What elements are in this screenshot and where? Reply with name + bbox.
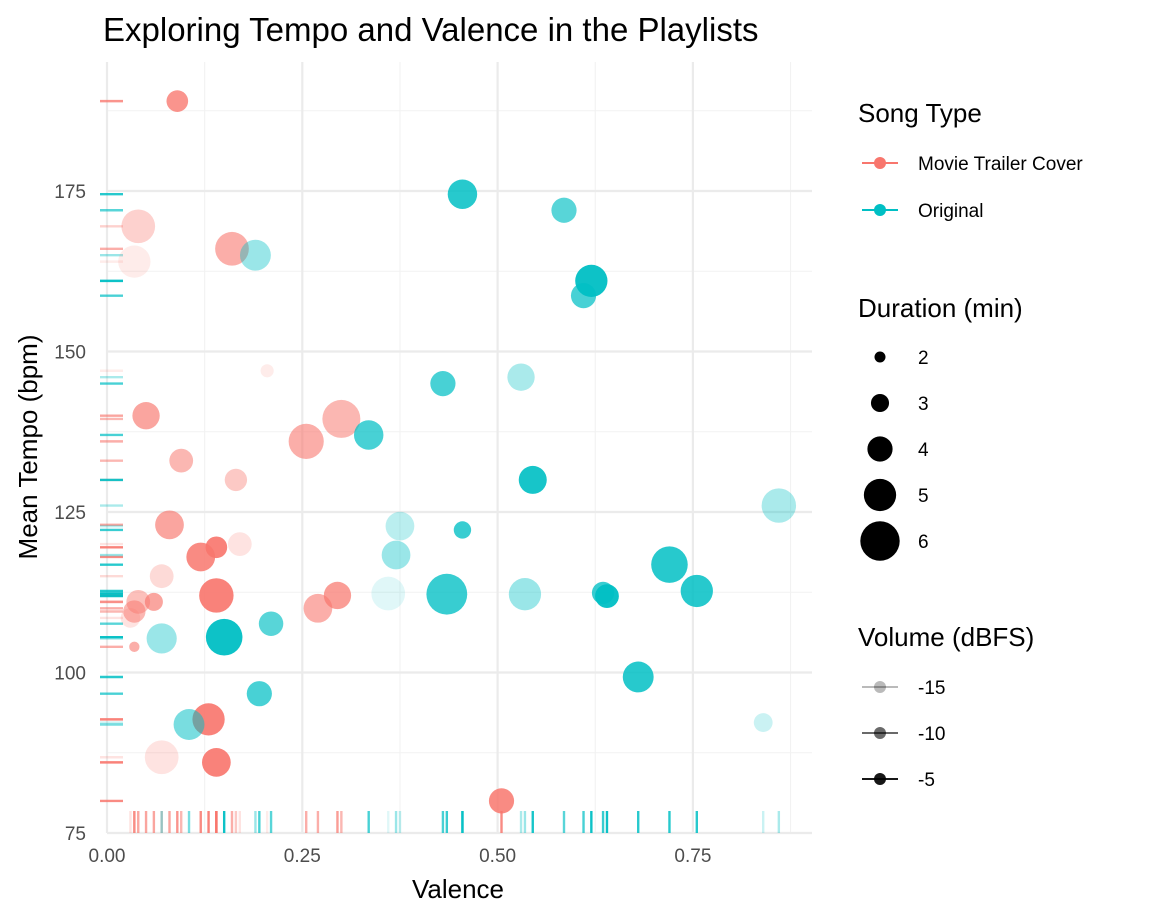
- legend-size-key: [860, 521, 900, 561]
- legend-label-duration: 2: [918, 348, 929, 369]
- y-tick-label: 100: [54, 664, 86, 685]
- data-point: [622, 661, 654, 693]
- data-point: [507, 363, 535, 391]
- legend-size-key: [867, 436, 893, 462]
- data-point: [288, 423, 324, 459]
- y-tick-label: 150: [54, 343, 86, 364]
- axis-ticks: 0.00 0.25 0.50 0.75 75 100 125 150 175: [54, 182, 711, 867]
- data-point: [205, 618, 243, 656]
- data-point: [508, 578, 542, 611]
- data-point: [155, 510, 184, 540]
- legend-label-song-type: Original: [918, 201, 983, 222]
- data-point: [303, 593, 333, 623]
- data-point: [239, 239, 271, 271]
- data-point: [199, 578, 234, 613]
- data-point: [166, 90, 189, 112]
- legend-title-volume: Volume (dBFS): [858, 622, 1034, 652]
- legend-alpha-key: [874, 681, 886, 693]
- data-point: [453, 521, 472, 539]
- data-point: [149, 564, 174, 589]
- data-point: [651, 546, 688, 583]
- y-axis-title: Mean Tempo (bpm): [13, 335, 43, 560]
- data-point: [551, 197, 577, 223]
- data-point: [246, 681, 272, 707]
- data-point: [488, 788, 515, 814]
- data-point: [144, 740, 179, 775]
- data-point: [353, 420, 384, 450]
- legend-size-key: [870, 393, 890, 413]
- data-point: [260, 364, 274, 378]
- chart-title: Exploring Tempo and Valence in the Playl…: [103, 11, 759, 48]
- data-point: [146, 623, 177, 654]
- data-point: [381, 540, 411, 570]
- legend-label-volume: -5: [918, 770, 935, 791]
- data-points: [118, 90, 797, 814]
- data-point: [680, 574, 713, 608]
- data-point: [186, 542, 216, 572]
- legend-title-song-type: Song Type: [858, 98, 982, 128]
- data-point: [129, 641, 140, 652]
- x-tick-label: 0.75: [674, 846, 711, 867]
- data-point: [258, 611, 284, 636]
- legend-key-point: [874, 157, 886, 169]
- legend-size-key: [874, 351, 886, 363]
- data-point: [426, 573, 468, 615]
- y-tick-label: 125: [54, 503, 86, 524]
- legend-label-volume: -15: [918, 678, 945, 699]
- x-tick-label: 0.00: [89, 846, 126, 867]
- data-point: [447, 179, 478, 209]
- data-point: [132, 402, 160, 430]
- data-point: [173, 709, 205, 740]
- legend-label-volume: -10: [918, 724, 945, 745]
- data-point: [123, 600, 146, 623]
- data-point: [430, 371, 456, 397]
- data-point: [201, 748, 231, 777]
- legend-key-point: [874, 204, 886, 216]
- x-tick-label: 0.25: [284, 846, 321, 867]
- legend-label-duration: 6: [918, 532, 929, 553]
- data-point: [121, 209, 156, 244]
- data-point: [224, 468, 248, 492]
- legend: Song Type Movie Trailer Cover Original Dura…: [858, 98, 1083, 791]
- rug-marks: [100, 99, 781, 833]
- data-point: [570, 283, 597, 309]
- data-point: [227, 532, 252, 556]
- y-tick-label: 175: [54, 182, 86, 203]
- data-point: [215, 231, 249, 266]
- data-point: [322, 399, 361, 438]
- data-point: [518, 465, 547, 494]
- x-tick-label: 0.50: [479, 846, 516, 867]
- legend-alpha-key: [874, 773, 886, 785]
- data-point: [144, 592, 163, 611]
- x-axis-title: Valence: [412, 874, 504, 904]
- legend-label-duration: 5: [918, 486, 929, 507]
- data-point: [385, 511, 415, 541]
- data-point: [595, 584, 619, 608]
- data-point: [120, 608, 141, 628]
- legend-label-duration: 4: [918, 440, 929, 461]
- legend-size-key: [863, 478, 897, 512]
- legend-label-duration: 3: [918, 394, 929, 415]
- data-point: [169, 448, 194, 473]
- legend-label-song-type: Movie Trailer Cover: [918, 154, 1083, 175]
- data-point: [761, 488, 797, 523]
- y-tick-label: 75: [65, 824, 86, 845]
- data-point: [371, 576, 406, 611]
- data-point: [753, 713, 773, 732]
- legend-title-duration: Duration (min): [858, 293, 1023, 323]
- data-point: [118, 245, 151, 278]
- legend-alpha-key: [874, 727, 886, 739]
